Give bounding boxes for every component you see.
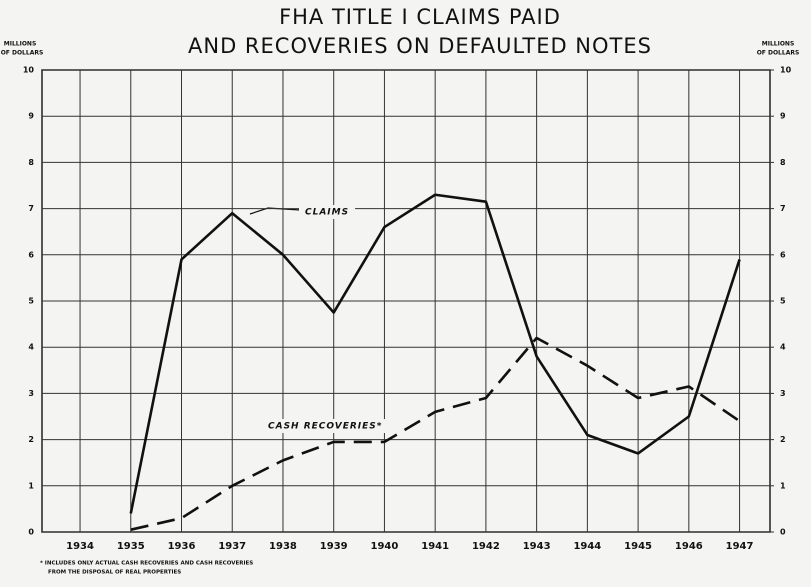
legend-label: CASH RECOVERIES* (268, 422, 382, 432)
y2-tick-label: 2 (780, 435, 786, 444)
legend-label: CLAIMS (305, 208, 349, 218)
y-axis-label: OF DOLLARS (1, 50, 44, 57)
y2-tick-label: 4 (780, 343, 786, 352)
x-tick-label: 1943 (523, 541, 551, 552)
y-tick-label: 5 (28, 297, 34, 306)
y-tick-label: 0 (28, 528, 34, 537)
data-line (129, 193, 741, 514)
y2-tick-label: 5 (780, 297, 786, 306)
y2-axis-label: OF DOLLARS (757, 50, 800, 57)
y-tick-label: 9 (28, 112, 34, 121)
y2-tick-label: 1 (780, 481, 786, 490)
y2-tick-label: 8 (780, 158, 786, 167)
y2-tick-label: 9 (780, 112, 786, 121)
x-tick-label: 1934 (66, 541, 94, 552)
y-tick-label: 7 (28, 204, 34, 213)
legend-label-bg (262, 419, 389, 433)
y2-axis-label: MILLIONS (762, 41, 795, 48)
y2-tick-label: 6 (780, 250, 786, 259)
y-tick-label: 10 (23, 66, 35, 75)
x-tick-label: 1936 (168, 541, 196, 552)
annotation-arrow (249, 207, 301, 215)
y2-tick-label: 10 (780, 66, 792, 75)
y2-tick-label: 3 (780, 389, 786, 398)
y-tick-label: 8 (28, 158, 34, 167)
x-tick-label: 1940 (371, 541, 399, 552)
y-tick-label: 4 (28, 343, 34, 352)
x-tick-label: 1944 (573, 541, 601, 552)
x-tick-label: 1941 (421, 541, 449, 552)
chart-title: AND RECOVERIES ON DEFAULTED NOTES (188, 34, 652, 58)
x-tick-label: 1946 (675, 541, 703, 552)
x-tick-label: 1938 (269, 541, 297, 552)
chart-title: FHA TITLE I CLAIMS PAID (279, 5, 561, 29)
x-tick-label: 1935 (117, 541, 145, 552)
legend-label-bg (299, 205, 356, 219)
footnote: * INCLUDES ONLY ACTUAL CASH RECOVERIES A… (40, 561, 253, 567)
y-tick-label: 1 (28, 481, 34, 490)
x-tick-label: 1939 (320, 541, 348, 552)
x-tick-label: 1942 (472, 541, 500, 552)
data-line (130, 336, 741, 531)
footnote: FROM THE DISPOSAL OF REAL PROPERTIES (48, 570, 181, 576)
y-axis-label: MILLIONS (4, 41, 37, 48)
y2-tick-label: 7 (780, 204, 786, 213)
x-tick-label: 1947 (726, 541, 754, 552)
y-tick-label: 6 (28, 250, 34, 259)
y-tick-label: 2 (28, 435, 34, 444)
x-tick-label: 1945 (624, 541, 652, 552)
x-tick-label: 1937 (218, 541, 246, 552)
y-tick-label: 3 (28, 389, 34, 398)
y2-tick-label: 0 (780, 528, 786, 537)
